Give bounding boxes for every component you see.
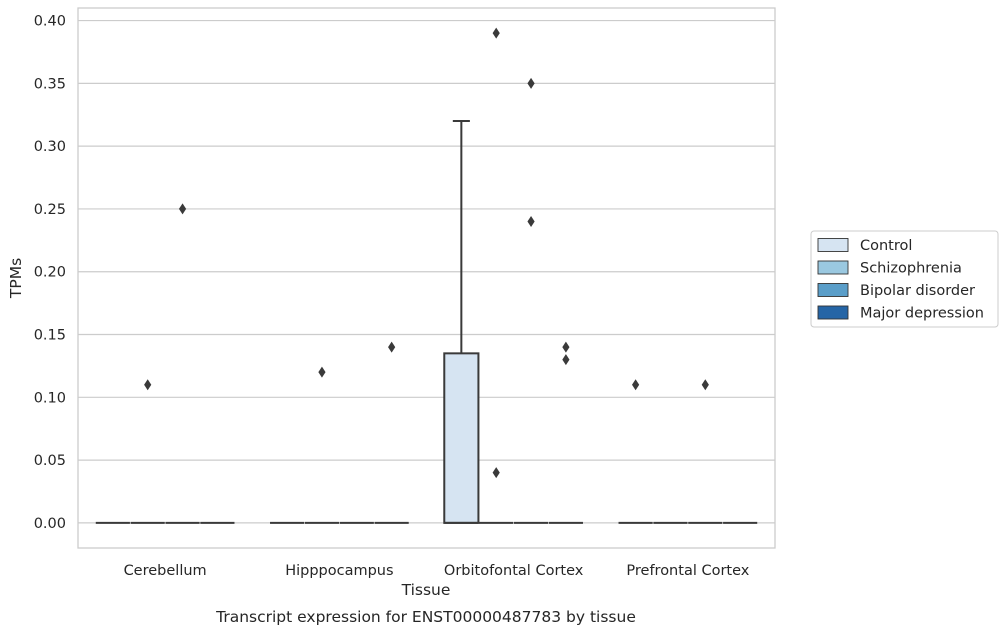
outlier-point xyxy=(527,215,535,227)
legend-label: Bipolar disorder xyxy=(860,283,975,299)
gridlines xyxy=(78,19,775,524)
y-tick-label: 0.10 xyxy=(34,390,66,406)
x-tick-label: Prefrontal Cortex xyxy=(626,563,749,579)
legend-swatch xyxy=(817,238,849,252)
chart-caption: Transcript expression for ENST0000048778… xyxy=(215,608,636,626)
y-tick-label: 0.35 xyxy=(34,76,66,92)
legend-swatch xyxy=(817,305,849,320)
x-tick-label: Cerebellum xyxy=(124,563,207,579)
legend: Control Schizophrenia Bipolar disorder Majo… xyxy=(810,230,999,328)
legend-label: Major depression xyxy=(860,306,984,322)
outlier-point xyxy=(492,27,500,39)
box-major-depression xyxy=(374,341,409,524)
outlier-point xyxy=(388,341,396,353)
y-tick-label: 0.15 xyxy=(34,328,66,344)
outlier-point xyxy=(144,379,152,391)
box-major-depression xyxy=(548,341,583,524)
y-tick-label: 0.00 xyxy=(34,516,66,532)
box-bipolar-disorder xyxy=(513,77,549,524)
box-control xyxy=(618,379,653,524)
x-tick-label: Hipppocampus xyxy=(285,563,393,579)
x-tick-labels: Cerebellum Hipppocampus Orbitofontal Corte… xyxy=(124,563,750,579)
outlier-point xyxy=(562,354,570,366)
box-body xyxy=(443,352,480,524)
y-tick-labels: 0.00 0.05 0.10 0.15 0.20 0.25 0.30 0.35 0.40 xyxy=(34,14,66,532)
x-tick-label: Orbitofontal Cortex xyxy=(444,563,584,579)
outlier-point xyxy=(632,379,640,391)
outlier-point xyxy=(178,203,187,215)
box-schizophrenia xyxy=(130,379,165,524)
legend-label: Schizophrenia xyxy=(860,261,962,277)
legend-swatch xyxy=(817,283,849,297)
box-schizophrenia xyxy=(479,27,514,524)
box-bipolar-disorder xyxy=(165,203,200,524)
outlier-point xyxy=(527,77,535,89)
plot-frame xyxy=(77,7,776,549)
outlier-point xyxy=(492,467,500,479)
y-tick-label: 0.25 xyxy=(34,202,66,218)
y-tick-label: 0.05 xyxy=(34,453,66,469)
box-schizophrenia xyxy=(304,366,340,524)
box-bipolar-disorder xyxy=(688,379,723,524)
legend-swatch xyxy=(817,260,849,275)
legend-frame xyxy=(810,230,999,328)
box-series xyxy=(95,27,758,524)
y-tick-label: 0.20 xyxy=(34,265,66,281)
box-control xyxy=(443,120,480,524)
legend-label: Control xyxy=(860,238,912,254)
x-axis-label: Tissue xyxy=(401,581,451,599)
y-tick-label: 0.30 xyxy=(34,139,66,155)
y-tick-label: 0.40 xyxy=(34,14,66,30)
outlier-point xyxy=(701,379,709,391)
outlier-point xyxy=(562,341,570,353)
y-axis-label: TPMs xyxy=(7,258,25,299)
outlier-point xyxy=(318,366,326,378)
plot-area: 0.00 0.05 0.10 0.15 0.20 0.25 0.30 0.35 0.40 Cer… xyxy=(34,7,776,579)
